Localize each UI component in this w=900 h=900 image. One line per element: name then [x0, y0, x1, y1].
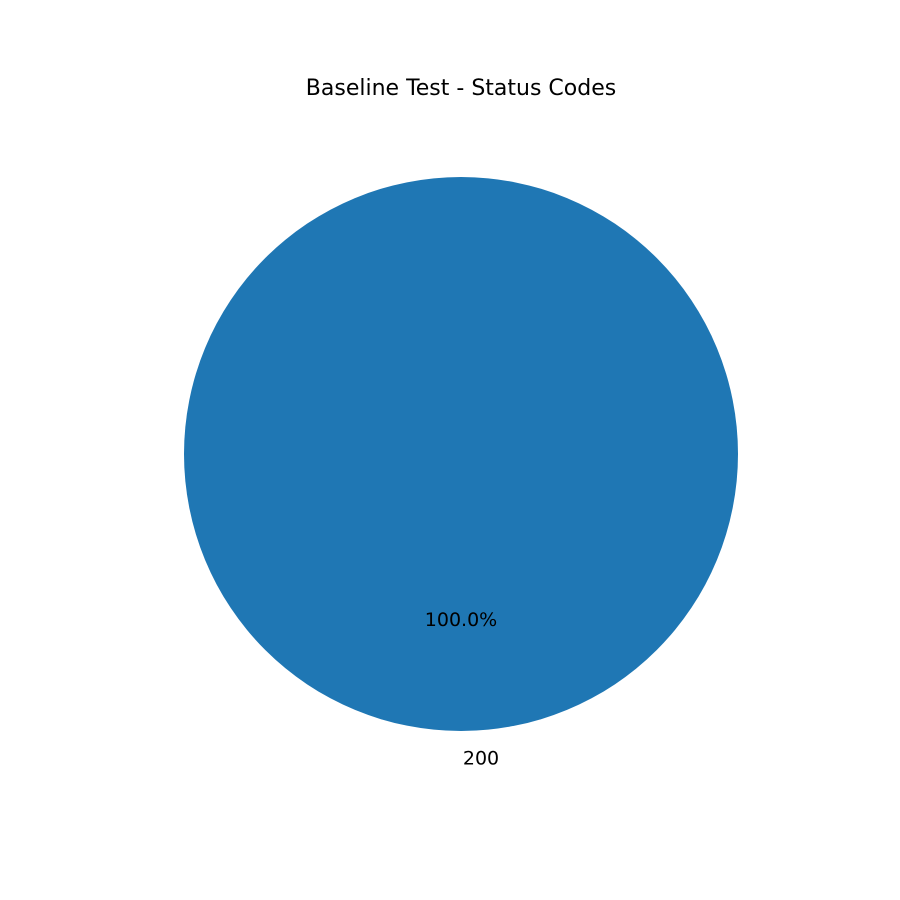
chart-title: Baseline Test - Status Codes — [306, 76, 616, 101]
pie-slices — [184, 177, 738, 731]
pie-category-label: 200 — [463, 748, 499, 770]
pie-percent-label: 100.0% — [425, 609, 497, 631]
pie-slice-200 — [184, 177, 738, 731]
